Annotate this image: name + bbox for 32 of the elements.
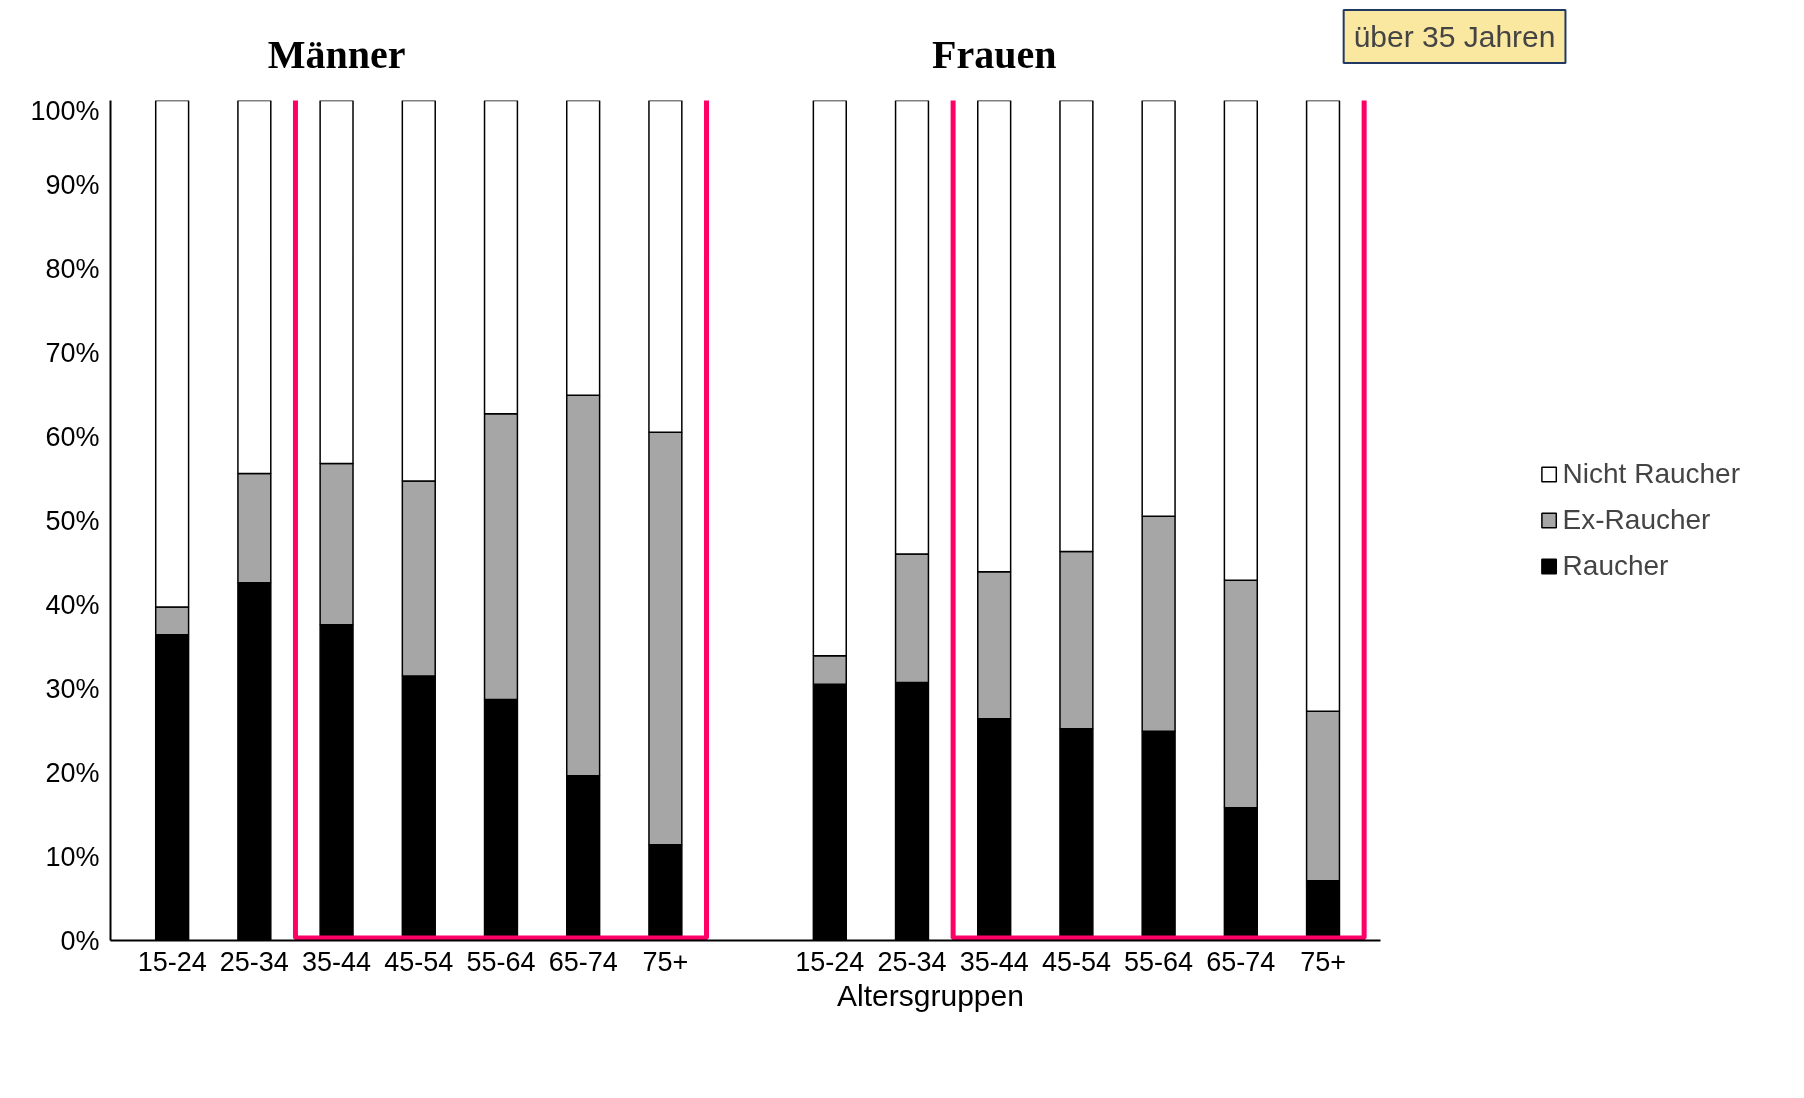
x-tick-label: 35-44 [959, 946, 1029, 977]
x-tick-label: 75+ [642, 946, 689, 977]
y-tick-label: 10% [45, 841, 100, 872]
x-tick-label: 25-34 [877, 946, 947, 977]
y-tick-label: 30% [45, 673, 100, 704]
x-tick-label: 65-74 [548, 946, 618, 977]
y-tick-label: 40% [45, 589, 100, 620]
x-axis-title: Altersgruppen [837, 978, 1024, 1012]
x-tick-label: 45-54 [384, 946, 454, 977]
x-tick-label: 15-24 [795, 946, 865, 977]
y-tick-label: 100% [30, 95, 100, 126]
x-tick-label: 65-74 [1206, 946, 1276, 977]
text: Männer [267, 31, 406, 77]
x-tick-label: 35-44 [302, 946, 372, 977]
x-tick-label: 55-64 [466, 946, 536, 977]
y-tick-label: 80% [45, 253, 100, 284]
y-tick-label: 70% [45, 337, 100, 368]
y-tick-label: 50% [45, 505, 100, 536]
y-tick-label: 90% [45, 169, 100, 200]
text: über 35 Jahren [1353, 20, 1556, 54]
text: Frauen [931, 31, 1057, 77]
y-tick-label: 60% [45, 421, 100, 452]
x-tick-label: 55-64 [1124, 946, 1194, 977]
x-tick-label: 75+ [1300, 946, 1346, 977]
legend-label: Nicht Raucher [1562, 458, 1740, 490]
y-tick-label: 20% [45, 757, 100, 788]
legend-label: Raucher [1562, 550, 1669, 582]
legend-label: Ex-Raucher [1562, 504, 1711, 536]
x-tick-label: 25-34 [219, 946, 289, 977]
x-tick-label: 45-54 [1041, 946, 1111, 977]
y-tick-label: 0% [60, 925, 100, 956]
x-tick-label: 15-24 [137, 946, 207, 977]
